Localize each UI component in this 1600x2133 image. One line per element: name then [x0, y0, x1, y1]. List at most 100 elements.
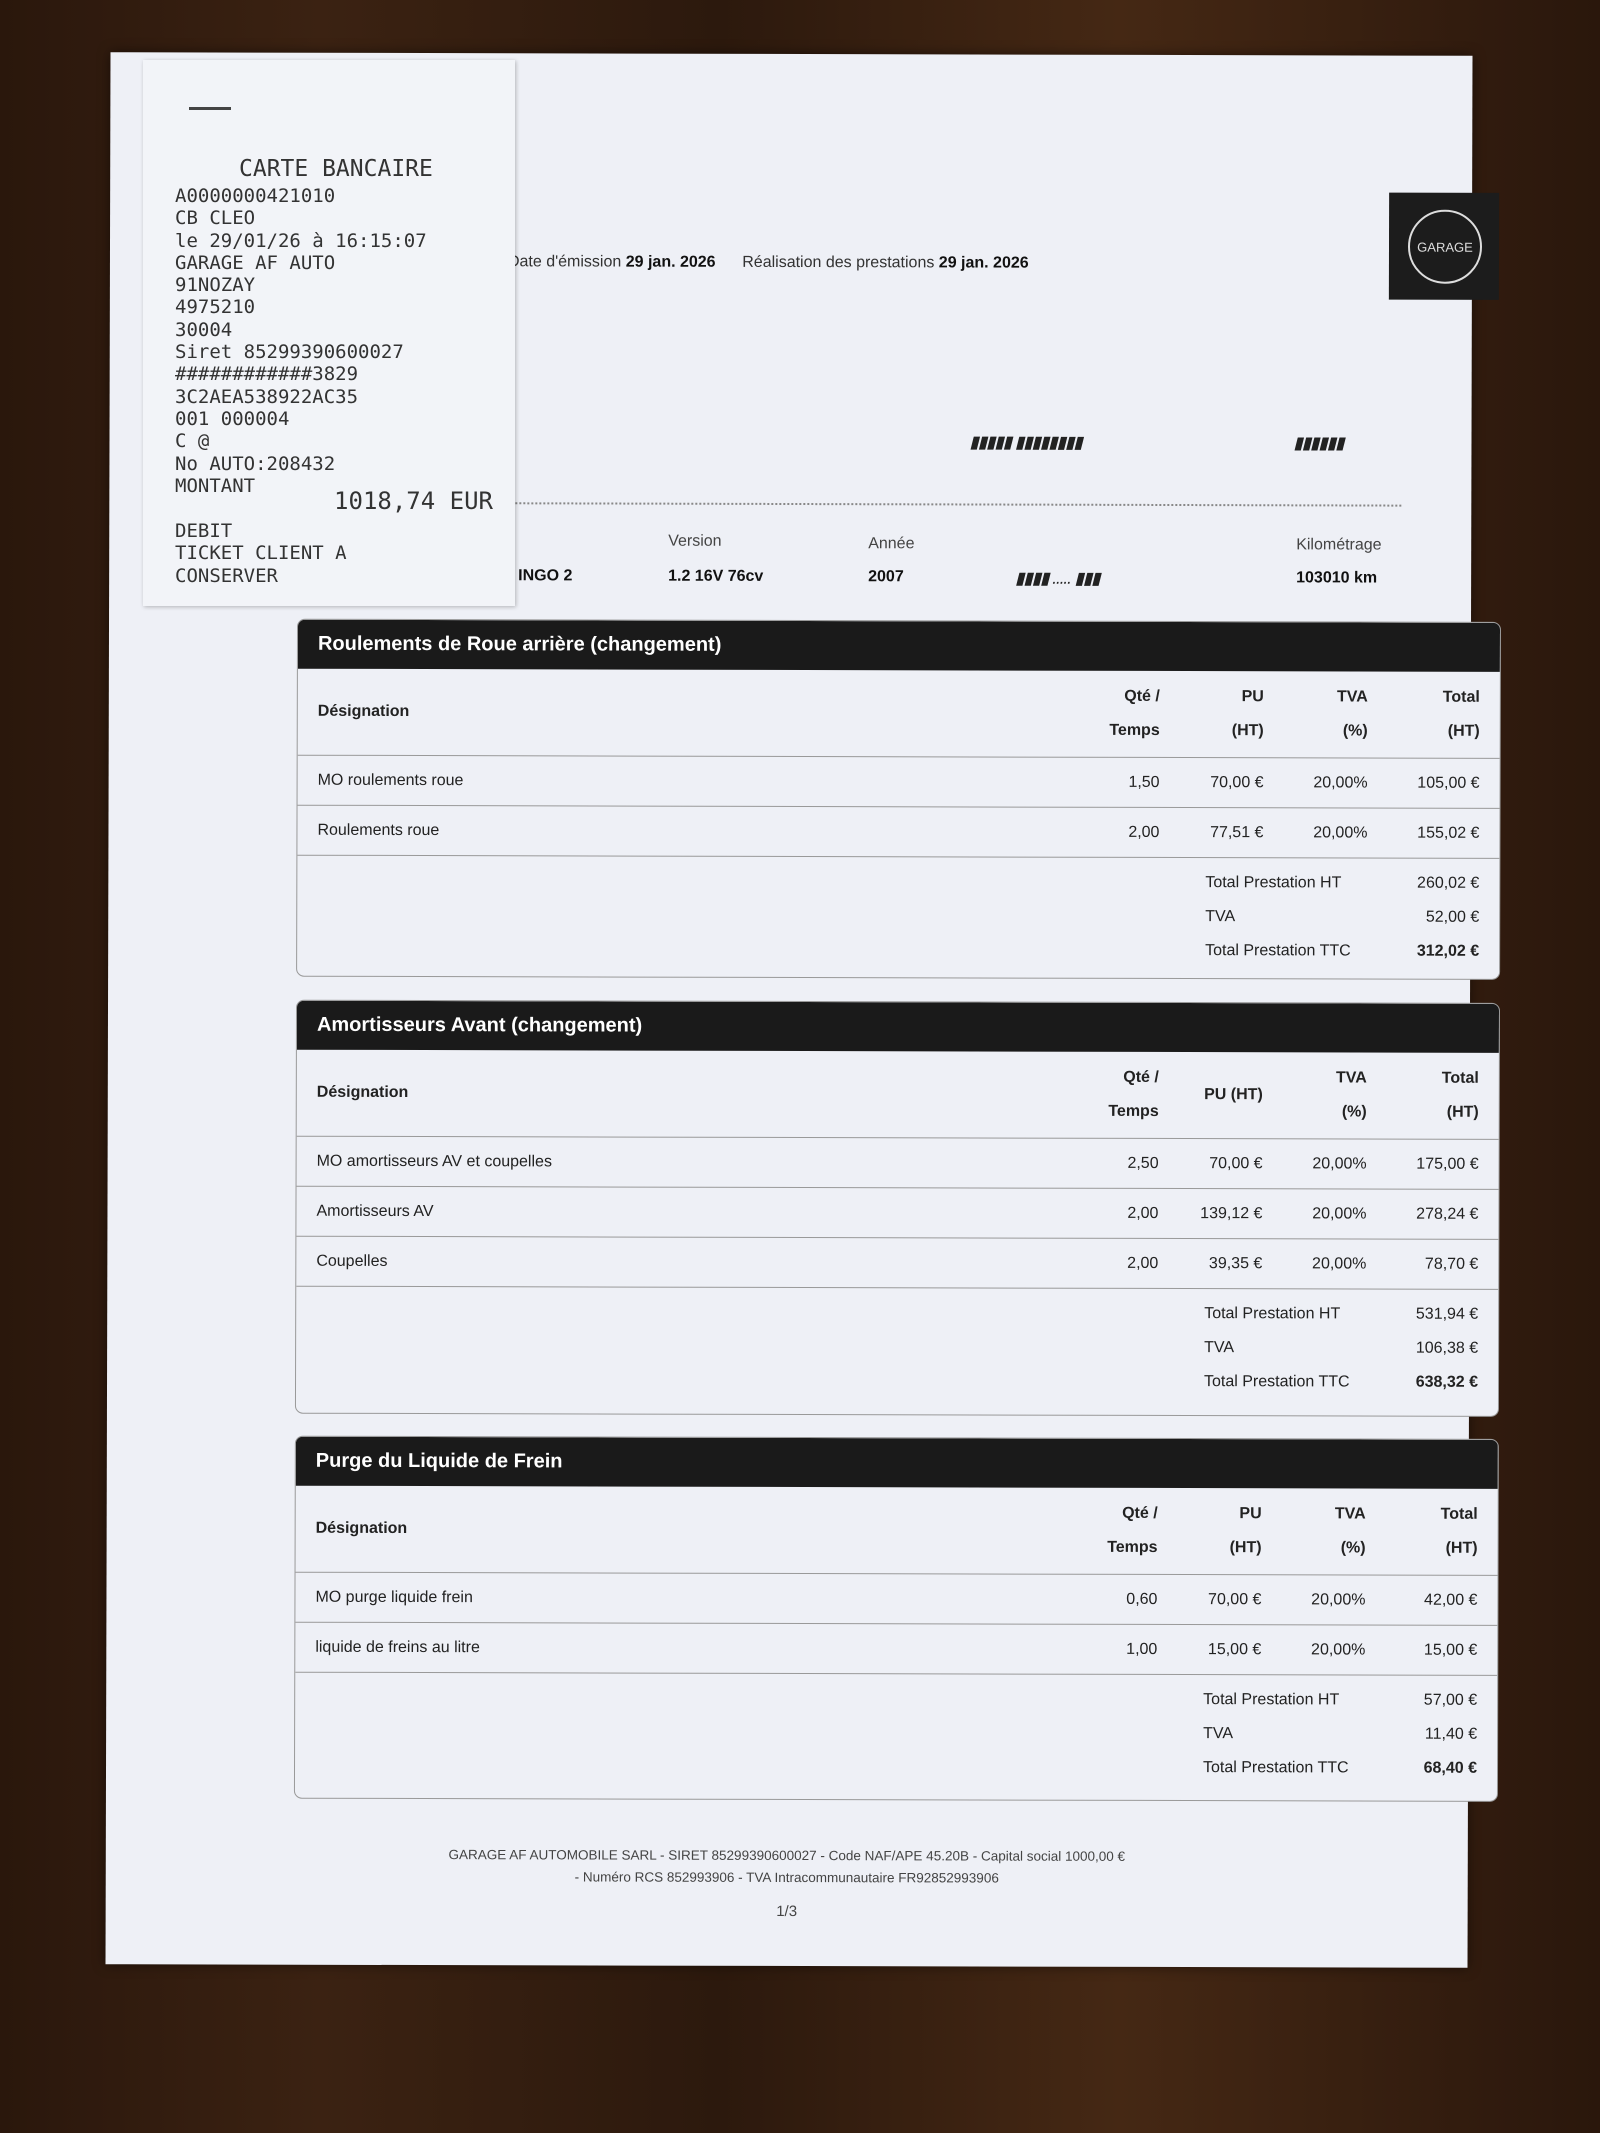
total-ht-line: Total Prestation HT 57,00 € — [1203, 1691, 1477, 1710]
column-header-row: Désignation Qté / Temps PU (HT) TVA (%) Total (H… — [297, 668, 1500, 759]
total-ttc-value: 312,02 € — [1416, 942, 1480, 960]
receipt-line: le 29/01/26 à 16:15:07 — [175, 229, 427, 252]
col-pu-line2: (HT) — [1231, 722, 1264, 740]
table-row: Roulements roue 2,00 77,51 € 20,00% 155,02 € — [297, 805, 1500, 859]
cell-designation: MO amortisseurs AV et coupelles — [316, 1152, 552, 1170]
km-label: Kilométrage — [1296, 536, 1382, 554]
cell-designation: MO purge liquide frein — [315, 1588, 473, 1606]
table-row: Amortisseurs AV 2,00 139,12 € 20,00% 278,24 … — [296, 1186, 1499, 1240]
table-row: MO purge liquide frein 0,60 70,00 € 20,00% 4… — [295, 1572, 1498, 1626]
receipt-lines: A0000000421010 CB CLEO le 29/01/26 à 16:15… — [175, 185, 427, 497]
service-section: Roulements de Roue arrière (changement) D… — [296, 618, 1502, 980]
col-designation: Désignation — [317, 702, 410, 721]
total-tva-label: TVA — [1204, 1339, 1235, 1357]
divider — [471, 502, 1402, 507]
col-total: Total (HT) — [1367, 1062, 1499, 1130]
service-section: Amortisseurs Avant (changement) Désignati… — [294, 999, 1501, 1417]
col-tva-line2: (%) — [1342, 722, 1368, 740]
footer-line-2: - Numéro RCS 852993906 - TVA Intracommun… — [574, 1869, 999, 1886]
col-tva-line2: (%) — [1341, 1103, 1367, 1121]
col-total: Total (HT) — [1366, 1498, 1498, 1566]
logo-text: GARAGE — [1417, 239, 1473, 255]
cell-pu: 77,51 € — [1210, 823, 1264, 841]
col-qte: Qté / Temps — [1038, 1497, 1158, 1565]
service-sections: Roulements de Roue arrière (changement) D… — [111, 52, 1502, 1802]
section-title: Purge du Liquide de Frein — [295, 1436, 1498, 1489]
receipt-tear-mark — [189, 107, 231, 110]
col-pu: PU (HT) — [1204, 1086, 1263, 1104]
section-title: Amortisseurs Avant (changement) — [296, 1000, 1500, 1053]
vehicle-model: INGO 2 — [518, 567, 573, 585]
total-ht-label: Total Prestation HT — [1205, 874, 1342, 892]
total-ht-value: 260,02 € — [1417, 874, 1480, 892]
cell-total: 175,00 € — [1416, 1155, 1479, 1173]
cell-designation: Amortisseurs AV — [316, 1202, 434, 1220]
garage-logo: GARAGE — [1388, 192, 1500, 300]
cell-total: 15,00 € — [1423, 1641, 1478, 1659]
total-tva-value: 52,00 € — [1425, 908, 1480, 926]
col-pu-line2: (HT) — [1229, 1539, 1262, 1557]
logo-ring: GARAGE — [1407, 209, 1483, 284]
page-number: 1/3 — [776, 1902, 798, 1921]
col-total-line2: (HT) — [1445, 1539, 1478, 1557]
col-qte-line1: Qté / — [1124, 687, 1160, 705]
cell-pu: 70,00 € — [1208, 1590, 1262, 1608]
service-section: Purge du Liquide de Frein Désignation Qté … — [293, 1435, 1499, 1802]
cell-tva: 20,00% — [1312, 1154, 1367, 1173]
col-total-line1: Total — [1441, 1069, 1479, 1087]
total-tva-value: 11,40 € — [1424, 1725, 1478, 1743]
col-total-line1: Total — [1440, 1505, 1478, 1523]
total-ht-line: Total Prestation HT 260,02 € — [1205, 874, 1479, 893]
cell-tva: 20,00% — [1313, 773, 1368, 792]
section-totals: Total Prestation HT 531,94 € TVA 106,38 € To… — [296, 1287, 1498, 1416]
realisation-date: 29 jan. 2026 — [938, 254, 1029, 272]
realisation-label: Réalisation des prestations — [742, 253, 935, 272]
receipt-line: CB CLEO — [175, 207, 256, 230]
cell-designation: Coupelles — [316, 1252, 388, 1270]
total-ht-line: Total Prestation HT 531,94 € — [1204, 1305, 1478, 1324]
receipt-line: MONTANT — [175, 474, 256, 497]
total-ttc-value: 68,40 € — [1423, 1759, 1478, 1777]
total-tva-label: TVA — [1203, 1725, 1234, 1743]
receipt-tail: DEBIT TICKET CLIENT A CONSERVER — [175, 520, 347, 587]
col-pu: PU (HT) — [1158, 1497, 1262, 1565]
section-totals: Total Prestation HT 57,00 € TVA 11,40 € Tota… — [295, 1673, 1497, 1801]
total-ht-value: 531,94 € — [1415, 1305, 1479, 1323]
col-tva-line2: (%) — [1340, 1539, 1366, 1557]
total-ht-value: 57,00 € — [1423, 1691, 1478, 1709]
cell-pu: 139,12 € — [1200, 1204, 1263, 1222]
version-value: 1.2 16V 76cv — [668, 567, 764, 585]
total-tva-label: TVA — [1205, 908, 1236, 926]
cell-total: 78,70 € — [1424, 1255, 1479, 1273]
receipt-line: A0000000421010 — [175, 185, 336, 207]
col-tva: TVA (%) — [1262, 1497, 1366, 1565]
col-total: Total (HT) — [1368, 681, 1500, 749]
col-tva: TVA (%) — [1263, 1061, 1367, 1129]
total-ttc-label: Total Prestation TTC — [1205, 942, 1351, 960]
cell-tva: 20,00% — [1312, 1254, 1367, 1273]
redacted-plate: ▮▮▮▮ ..... ▮▮▮ — [1015, 568, 1100, 588]
column-header-row: Désignation Qté / Temps PU (HT) TVA (%) Total (… — [296, 1049, 1499, 1140]
cell-pu: 15,00 € — [1207, 1640, 1262, 1658]
invoice-dates: Date d'émission 29 jan. 2026 Réalisation… — [508, 253, 1029, 272]
cell-pu: 70,00 € — [1210, 773, 1264, 791]
cell-tva: 20,00% — [1311, 1640, 1366, 1659]
receipt-line: CONSERVER — [175, 564, 278, 587]
col-total-line1: Total — [1442, 688, 1480, 706]
receipt-amount: 1018,74 EUR — [334, 487, 493, 515]
receipt-line: 91NOZAY — [175, 274, 256, 297]
cell-designation: MO roulements roue — [317, 771, 464, 789]
cell-total: 42,00 € — [1424, 1591, 1478, 1609]
total-ht-label: Total Prestation HT — [1204, 1305, 1341, 1323]
col-qte-line1: Qté / — [1122, 1504, 1158, 1522]
emission-date: 29 jan. 2026 — [625, 253, 716, 271]
col-tva: TVA (%) — [1264, 680, 1368, 748]
receipt-line: Siret 85299390600027 — [175, 341, 404, 364]
cell-total: 105,00 € — [1417, 774, 1480, 792]
total-ttc-value: 638,32 € — [1415, 1373, 1479, 1391]
cell-designation: liquide de freins au litre — [315, 1638, 480, 1656]
cell-tva: 20,00% — [1312, 1204, 1367, 1223]
cell-total: 278,24 € — [1416, 1205, 1479, 1223]
col-tva-line1: TVA — [1336, 688, 1368, 706]
col-designation: Désignation — [315, 1519, 408, 1538]
